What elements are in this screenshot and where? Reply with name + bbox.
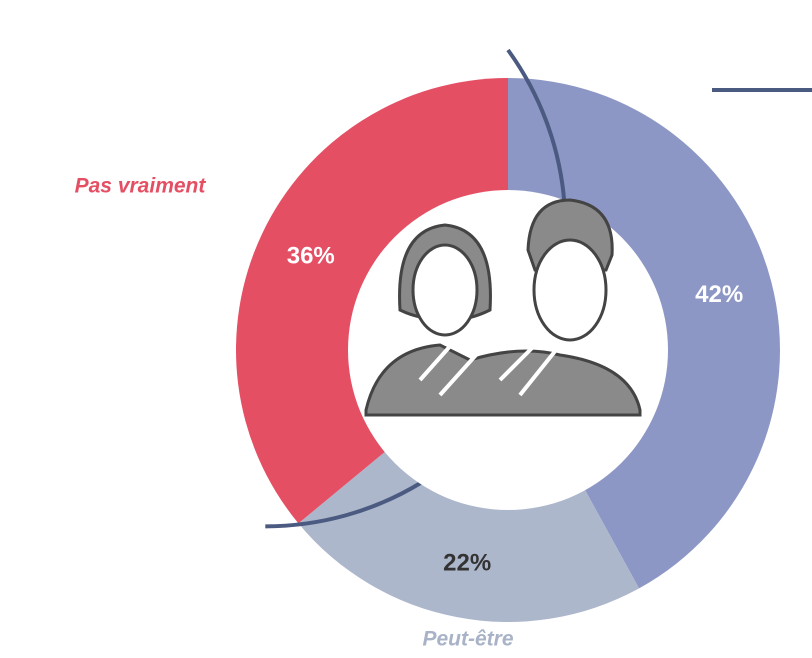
value-label: 22% [443, 549, 491, 576]
category-label: Pas vraiment [75, 175, 207, 198]
labels: 42% 22% Peut-être 36% Pas vraiment [75, 175, 744, 651]
donut-hole [348, 190, 668, 510]
people-icon [364, 198, 642, 417]
value-label: 42% [695, 281, 743, 308]
category-label: Peut-être [422, 628, 513, 651]
value-label: 36% [287, 243, 335, 270]
